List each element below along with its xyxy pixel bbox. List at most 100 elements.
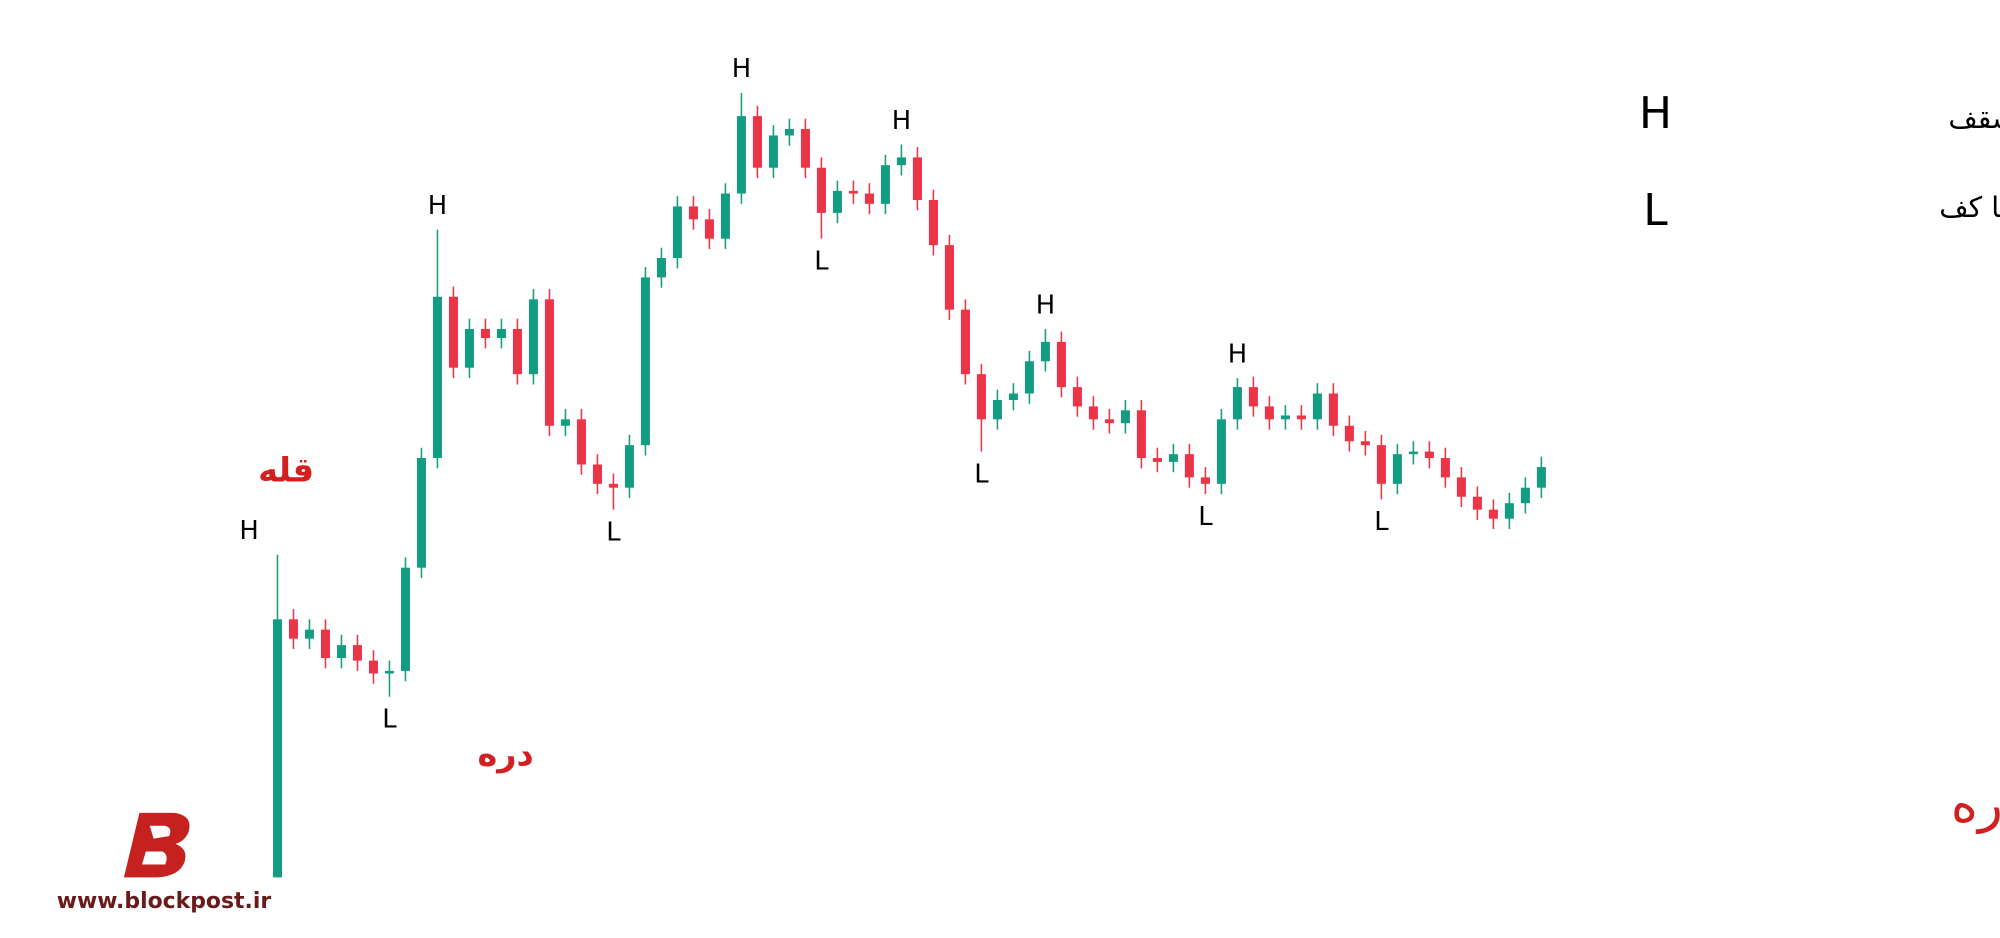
legend-symbol: L [1643, 185, 1668, 236]
candle-body [736, 116, 746, 194]
candle-body [352, 645, 362, 661]
annotation: L [606, 517, 621, 547]
annotation: H [1228, 339, 1247, 369]
candle-body [320, 629, 330, 659]
candle-body [1024, 361, 1034, 394]
annotation: L [1198, 502, 1213, 532]
candle-body [1440, 458, 1450, 478]
candle-body [496, 329, 506, 339]
candle-body [1200, 477, 1210, 484]
legend-symbol: H [1639, 88, 1672, 139]
candle-body [688, 206, 698, 220]
candle-body [672, 206, 682, 259]
legend-text: قله یا سقف [1948, 102, 2000, 135]
candle-body [1360, 441, 1370, 446]
candle-body [1424, 451, 1434, 459]
candle-body [864, 193, 874, 204]
candle-body [1296, 415, 1306, 420]
candle-body [432, 296, 442, 459]
logo-mark [123, 812, 190, 878]
annotation: H [239, 516, 258, 546]
candle-body [608, 483, 618, 488]
candle-body [1280, 415, 1290, 420]
logo [123, 812, 190, 878]
candle-body [1328, 393, 1338, 426]
candle-body [752, 116, 762, 168]
candle-body [464, 329, 474, 368]
candle-body [288, 619, 298, 639]
candle-body [784, 129, 794, 136]
legend-text: دره یا کف [1939, 191, 2000, 224]
candle-body [1456, 477, 1466, 497]
candle-body [416, 458, 426, 568]
annotation: L [1374, 507, 1389, 537]
trough-word: دره [477, 735, 533, 774]
candle-body [880, 165, 890, 204]
candle-body [1088, 406, 1098, 420]
candle-body [896, 157, 906, 166]
candle-body [544, 299, 554, 426]
candle-body [976, 374, 986, 420]
candle-body [400, 567, 410, 671]
candle-body [336, 645, 346, 659]
candle-body [1504, 503, 1514, 519]
candle-body [1248, 387, 1258, 407]
candle-body [704, 219, 714, 239]
candle-body [1040, 341, 1050, 362]
candle-body [1056, 341, 1066, 388]
candle-body [800, 129, 810, 168]
candle-body [304, 629, 314, 639]
candle-body [560, 419, 570, 426]
annotation: H [732, 54, 751, 84]
candle-body [512, 329, 522, 375]
candle-body [992, 399, 1002, 420]
candle-body [1520, 487, 1530, 504]
annotation: H [1036, 290, 1055, 320]
candle-body [944, 245, 954, 310]
candle-body [1232, 387, 1242, 420]
candle-body [480, 329, 490, 339]
candle-body [1472, 496, 1482, 510]
logo-cut [141, 825, 171, 865]
candle-body [592, 464, 602, 484]
candle-body [576, 419, 586, 465]
candle-body [368, 660, 378, 674]
candle-body [848, 190, 858, 194]
candle-body [448, 296, 458, 368]
candle-body [1344, 425, 1354, 442]
annotation: L [382, 704, 397, 734]
candle-body [1184, 454, 1194, 478]
candle-body [528, 299, 538, 375]
candle-body [832, 190, 842, 213]
candle-body [1488, 509, 1498, 519]
candle-body [1008, 393, 1018, 400]
candle-body [272, 619, 282, 878]
chart-title: قله و دره [1951, 775, 2000, 835]
candle-body [624, 445, 634, 488]
candle-body [816, 167, 826, 213]
candle-body [1136, 410, 1146, 459]
candle-body [384, 670, 394, 674]
candle-body [960, 309, 970, 375]
peak-word: قله [258, 451, 314, 490]
annotation: H [892, 106, 911, 136]
candle-body [1408, 451, 1418, 455]
candle-body [640, 277, 650, 446]
watermark: www.blockpost.ir [57, 889, 272, 914]
candle-body [1104, 419, 1114, 424]
candle-body [1168, 454, 1178, 462]
candle-body [720, 193, 730, 239]
candle-body [656, 258, 666, 278]
candle-body [1072, 387, 1082, 407]
candle-body [1312, 393, 1322, 420]
candle-body [1152, 458, 1162, 462]
candle-body [1536, 467, 1546, 488]
annotation: H [428, 191, 447, 221]
candle-body [928, 199, 938, 246]
annotation: L [974, 459, 989, 489]
candle-body [768, 135, 778, 168]
candle-body [1120, 410, 1130, 424]
candle-body [1264, 406, 1274, 420]
